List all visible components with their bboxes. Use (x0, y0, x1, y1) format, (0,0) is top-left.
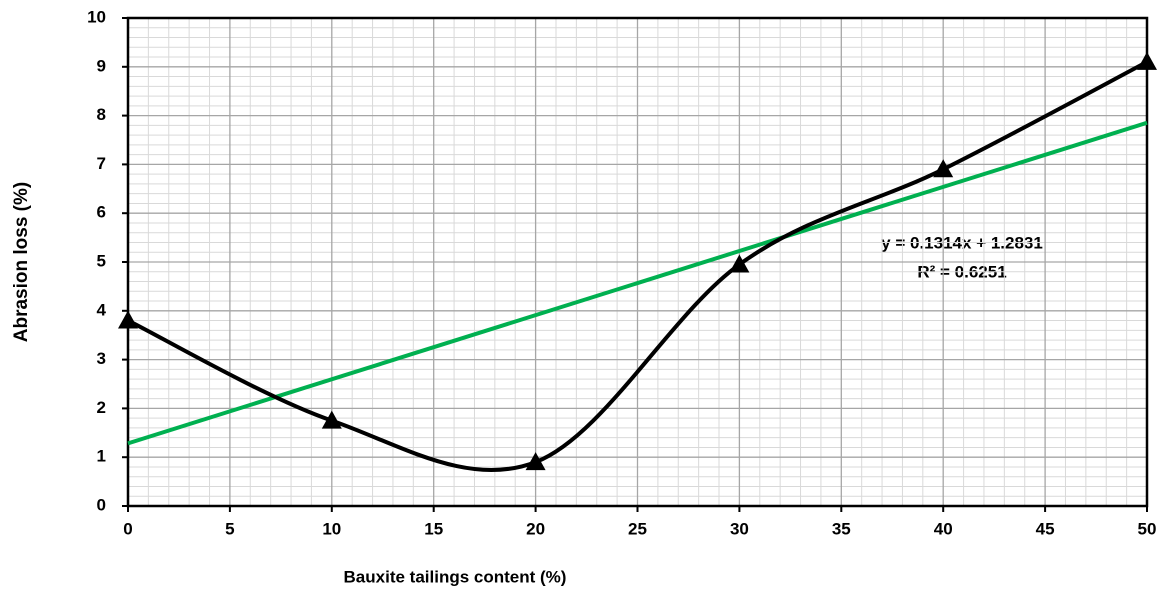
marker (1137, 51, 1157, 70)
x-tick-label: 25 (628, 519, 647, 538)
x-tick-label: 0 (123, 519, 132, 538)
marker (933, 159, 954, 178)
y-tick-label: 1 (97, 447, 106, 466)
trend-line (127, 120, 1148, 446)
marker (118, 310, 138, 329)
x-tick-label: 30 (730, 519, 749, 538)
y-axis-label: Abrasion loss (%) (11, 182, 32, 342)
y-tick-label: 8 (97, 105, 106, 124)
trend-equation: y = 0.1314x + 1.2831 (881, 233, 1043, 252)
plot-frame (126, 16, 1149, 508)
y-tick-label: 10 (87, 7, 106, 26)
x-tick-label: 20 (526, 519, 545, 538)
x-tick-label: 35 (832, 519, 851, 538)
x-tick-label: 45 (1036, 519, 1055, 538)
x-tick-label: 50 (1138, 519, 1157, 538)
y-tick-label: 3 (97, 349, 106, 368)
y-tick-label: 5 (97, 251, 106, 270)
y-tick-label: 6 (97, 203, 106, 222)
x-tick-label: 40 (934, 519, 953, 538)
y-tick-label: 9 (97, 56, 106, 75)
x-tick-label: 15 (424, 519, 443, 538)
marker (729, 254, 750, 273)
x-tick-label: 5 (225, 519, 234, 538)
y-tick-label: 7 (97, 154, 106, 173)
x-axis-label: Bauxite tailings content (%) (344, 567, 567, 586)
y-tick-label: 2 (97, 398, 106, 417)
marker (525, 452, 546, 471)
series-line (127, 60, 1148, 472)
marker (321, 410, 342, 429)
x-tick-label: 10 (322, 519, 341, 538)
y-tick-label: 0 (97, 495, 106, 514)
y-tick-label: 4 (97, 300, 107, 319)
